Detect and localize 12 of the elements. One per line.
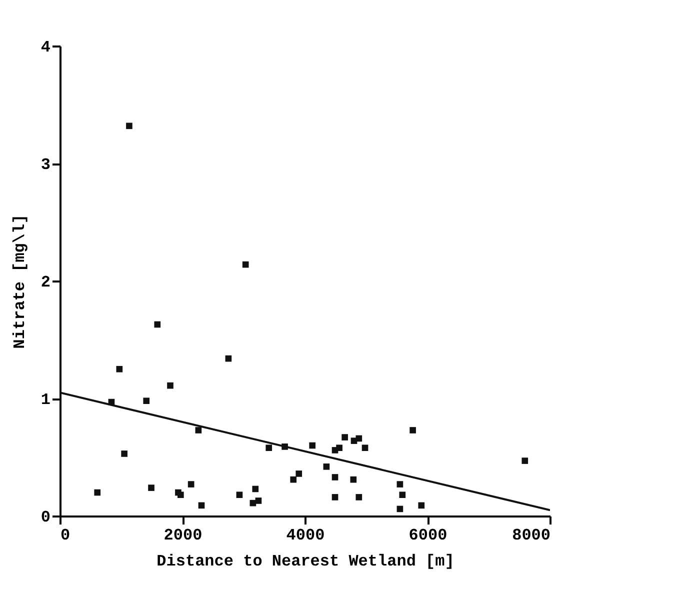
y-tick-label: 0 (40, 508, 50, 526)
x-tick-label: 6000 (408, 526, 448, 544)
y-tick-label: 4 (40, 38, 51, 56)
x-tick-label: 2000 (164, 526, 202, 544)
y-tick-label: 1 (40, 391, 50, 409)
x-tick-label: 8000 (512, 526, 550, 544)
x-tick-label: 4000 (286, 526, 325, 544)
x-axis-title: Distance to Nearest Wetland [m] (156, 552, 454, 570)
y-tick-label: 2 (40, 274, 50, 292)
x-tick-label: 0 (60, 526, 70, 544)
y-axis-title: Nitrate [mg\l] (10, 214, 29, 349)
y-tick-label: 3 (40, 156, 50, 174)
